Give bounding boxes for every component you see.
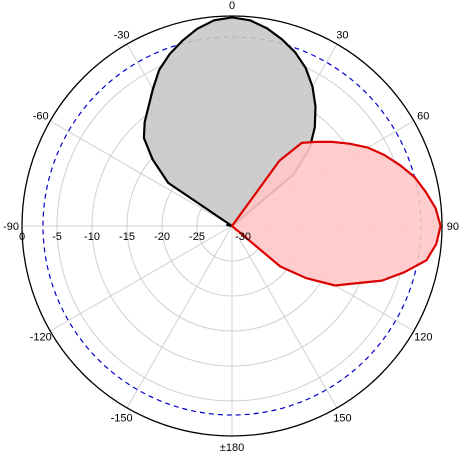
angle-tick-label: -150 <box>111 412 133 424</box>
radial-tick-label: -10 <box>84 231 100 243</box>
series-2-area <box>230 140 442 287</box>
angle-tick-label: 90 <box>447 221 459 233</box>
angle-tick-label: 30 <box>336 30 348 42</box>
radial-tick-label: -5 <box>52 231 62 243</box>
radial-tick-label: -25 <box>189 231 205 243</box>
angle-tick-label: -90 <box>3 221 19 233</box>
grid-spoke <box>49 225 233 332</box>
radial-tick-label: -15 <box>119 231 135 243</box>
radial-tick-label: 0 <box>19 231 25 243</box>
angle-tick-label: 0 <box>229 0 235 12</box>
angle-tick-label: ±180 <box>220 442 244 454</box>
radial-tick-label: -30 <box>235 231 251 243</box>
outer-circle <box>21 15 443 437</box>
radial-tick-label: -20 <box>154 231 170 243</box>
angle-tick-label: -60 <box>33 111 49 123</box>
series-layer <box>142 16 442 287</box>
angle-tick-label: 150 <box>333 412 351 424</box>
angle-tick-label: 120 <box>414 331 432 343</box>
grid-spoke <box>49 120 233 227</box>
angle-tick-label: -120 <box>30 331 52 343</box>
grid-spoke <box>231 225 338 409</box>
angle-tick-label: -30 <box>114 30 130 42</box>
grid-spoke <box>126 225 233 409</box>
angle-tick-label: 60 <box>417 111 429 123</box>
tick-label-layer: 0 30 60 90 120 150 ±180 -150 -120 -90 -60 -30 0 -5 -10… <box>3 0 459 454</box>
